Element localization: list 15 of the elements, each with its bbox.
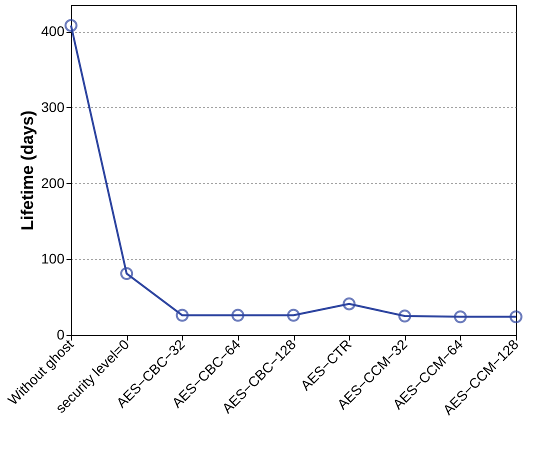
y-tick-label: 300 xyxy=(41,98,65,115)
point xyxy=(398,310,412,322)
point xyxy=(454,310,467,324)
point xyxy=(64,19,78,32)
point xyxy=(510,310,522,324)
y-tick-label: 100 xyxy=(41,250,65,267)
y-tick-label: 200 xyxy=(41,174,65,191)
point xyxy=(176,308,189,322)
point xyxy=(342,297,356,310)
point xyxy=(231,308,244,322)
y-tick-label: 400 xyxy=(41,23,65,40)
y-axis-title: Lifetime (days) xyxy=(18,110,38,230)
point xyxy=(287,308,300,322)
y-tick-label: 0 xyxy=(56,326,65,342)
point xyxy=(120,267,134,280)
